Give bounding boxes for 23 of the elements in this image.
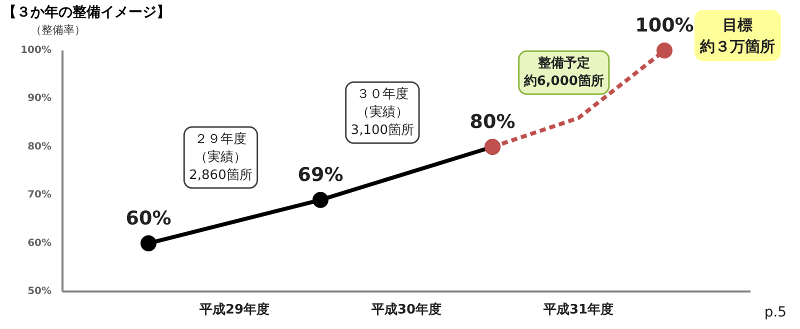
- y-tick-label: 60%: [28, 238, 52, 249]
- data-label: 60%: [126, 207, 172, 230]
- annotation: 整備予定約6,000箇所: [522, 55, 604, 90]
- y-tick-label: 90%: [28, 93, 52, 104]
- data-label: 80%: [470, 110, 516, 133]
- point: [140, 235, 156, 252]
- y-tick-label: 50%: [28, 286, 52, 297]
- y-axis-title: （整備率）: [30, 24, 86, 36]
- y-tick-label: 100%: [20, 45, 52, 56]
- annotation: ２９年度（実績）2,860箇所: [189, 131, 252, 184]
- data-label: 69%: [298, 164, 344, 186]
- point: [312, 192, 328, 208]
- y-tick-label: 70%: [28, 190, 52, 201]
- data-label: 100%: [635, 14, 694, 36]
- point: [656, 42, 672, 58]
- annotation: 目標約３万箇所: [699, 16, 776, 56]
- y-tick-label: 80%: [28, 141, 52, 152]
- x-tick-label: 平成30年度: [370, 302, 442, 318]
- text: p.5: [764, 304, 787, 321]
- x-tick-label: 平成31年度: [542, 302, 614, 318]
- annotation: ３０年度（実績）3,100箇所: [350, 86, 414, 138]
- x-tick-label: 平成29年度: [198, 302, 270, 318]
- chart-title: 【３か年の整備イメージ】: [2, 4, 170, 20]
